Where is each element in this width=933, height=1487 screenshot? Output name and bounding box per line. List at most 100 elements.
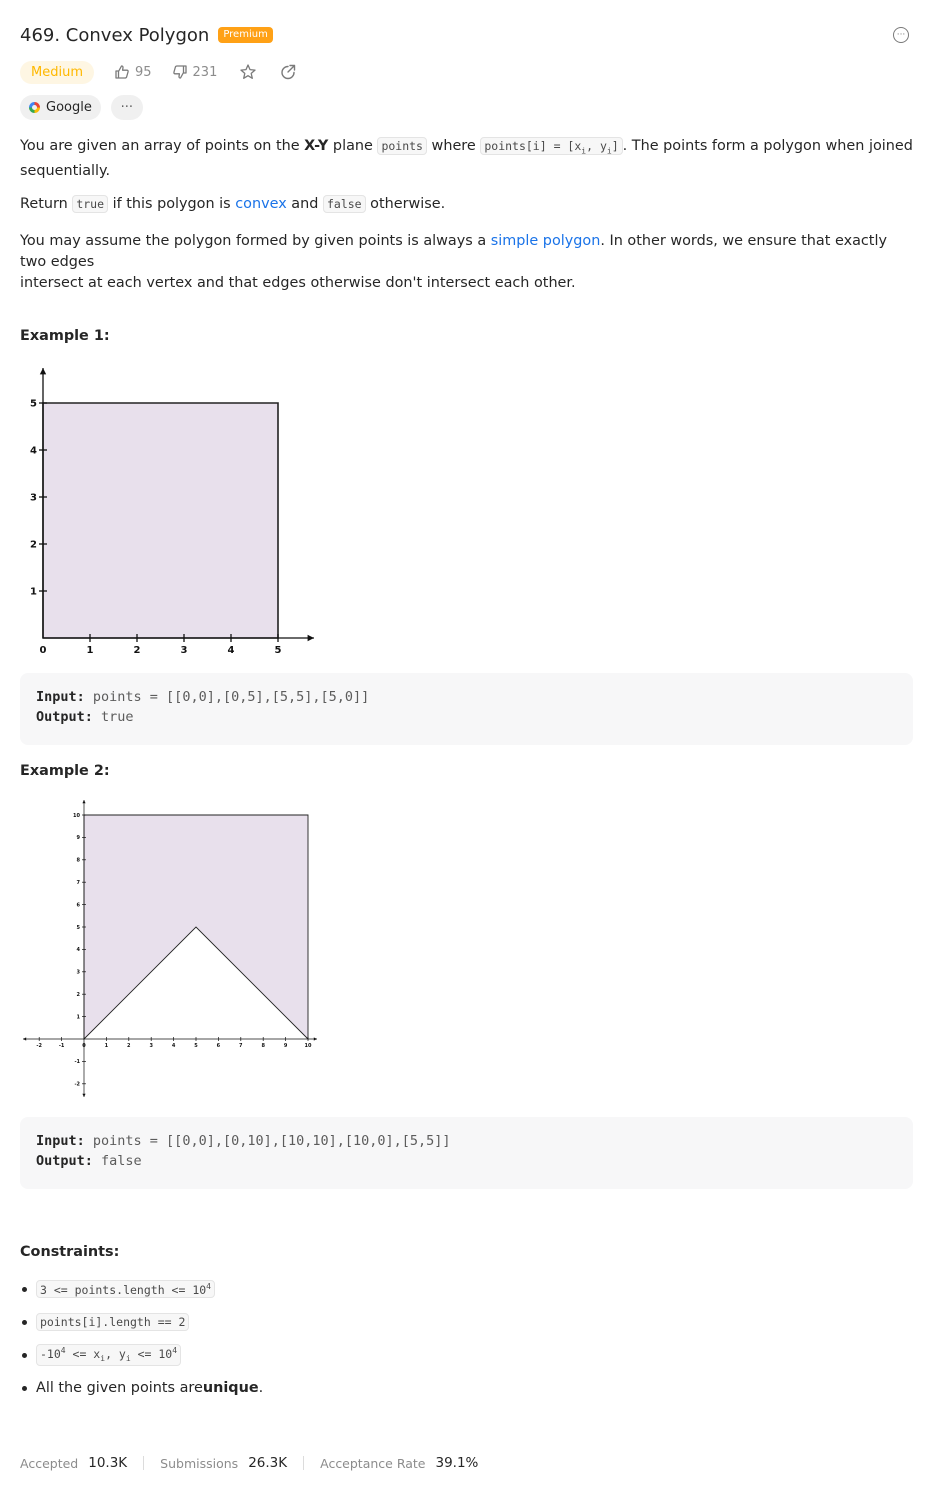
x-tick-label: -2 [36,1043,42,1049]
google-icon [29,102,40,113]
submissions-label: Submissions [160,1455,239,1471]
input-label: Input: [36,689,85,705]
acceptance-rate-label: Acceptance Rate [320,1455,426,1471]
divider [143,1456,145,1470]
difficulty-badge: Medium [20,60,94,84]
subscript: i [125,1354,131,1364]
y-tick-label: 7 [77,880,81,886]
y-tick-label: 3 [30,493,37,504]
x-tick-label: 6 [217,1043,221,1049]
favorite-button[interactable] [239,63,257,81]
code-part: 3 <= points.length <= 10 [40,1282,207,1297]
y-tick-label: 3 [77,970,81,976]
code-part: <= x [65,1347,101,1362]
bold-text: X-Y [304,138,329,154]
submission-stats: Accepted 10.3K Submissions 26.3K Accepta… [20,1452,478,1474]
subscript: i [606,146,612,156]
like-button[interactable]: 95 [114,64,152,80]
more-options-icon[interactable]: ··· [893,27,909,43]
x-tick-label: 10 [305,1043,312,1049]
y-tick-label: 2 [30,540,37,551]
x-tick-label: 4 [228,645,235,656]
example-1-box: Input: points = [[0,0],[0,5],[5,5],[5,0]… [20,673,913,745]
share-button[interactable] [279,63,297,81]
meta-row: Medium 95 231 [20,59,297,85]
output-value: false [92,1153,142,1169]
inline-code: true [72,195,109,213]
output-value: true [92,709,134,725]
example-2-output: Output: false [36,1153,142,1169]
example-1-input: Input: points = [[0,0],[0,5],[5,5],[5,0]… [36,689,369,705]
example-2-figure: -2 -1 0 1 2 3 4 5 6 7 8 9 10 -2 -1 1 2 3 4 5 6 7 8 9 10 [23,800,317,1097]
example-2-box: Input: points = [[0,0],[0,10],[10,10],[1… [20,1117,913,1189]
x-tick-label: 0 [40,645,47,656]
code-part: , y [586,139,607,153]
example-1-figure: 0 1 2 3 4 5 1 2 3 4 5 [30,368,314,656]
company-tag-google[interactable]: Google [20,95,101,120]
text: plane [328,138,378,154]
y-tick-label: 10 [73,813,80,819]
y-tick-label: 2 [77,992,81,998]
dislike-button[interactable]: 231 [172,64,218,80]
star-icon [240,64,257,79]
text: You are given an array of points on the [20,138,305,154]
inline-code: -104 <= xi, yi <= 104 [36,1344,182,1366]
x-axis-arrow [307,634,314,642]
polygon-shape [42,402,279,639]
x-tick-label: 3 [181,645,188,656]
code-part: <= 10 [130,1347,173,1362]
input-value: points = [[0,0],[0,10],[10,10],[10,0],[5… [84,1133,451,1149]
text: Return [20,196,73,212]
x-axis-arrow-left [23,1037,27,1041]
description-paragraph-3: You may assume the polygon formed by giv… [20,231,913,294]
x-tick-label: 7 [239,1043,243,1049]
code-part: , y [105,1347,126,1362]
constraint-item: All the given points are unique. [21,1377,264,1399]
text: if this polygon is [108,196,236,212]
x-tick-label: 5 [275,645,282,656]
dislike-count: 231 [192,64,218,80]
y-tick-label: 5 [30,399,37,410]
text: You may assume the polygon formed by giv… [20,233,491,249]
x-tick-label: 8 [261,1043,265,1049]
inline-code: points [377,137,427,155]
text: . The points form a polygon when joined [622,138,913,154]
constraints-heading: Constraints: [20,1244,120,1260]
output-label: Output: [36,709,93,725]
more-tags-button[interactable]: ··· [110,95,143,120]
subscript: i [581,146,587,156]
output-label: Output: [36,1153,93,1169]
convex-link[interactable]: convex [235,196,287,212]
x-tick-label: -1 [59,1043,65,1049]
input-label: Input: [36,1133,85,1149]
constraint-item: 3 <= points.length <= 104 [22,1278,215,1300]
y-axis-arrow-down [82,1093,86,1097]
example-1-output: Output: true [36,709,134,725]
x-tick-label: 5 [194,1043,198,1049]
y-tick-label: 8 [77,858,81,864]
text: and [286,196,323,212]
simple-polygon-link[interactable]: simple polygon [490,233,601,249]
text: intersect at each vertex and that edges … [20,275,576,291]
text: . In other words, we ensure that exactly… [20,233,887,270]
submissions-value: 26.3K [248,1455,288,1471]
text: . [258,1380,264,1396]
inline-code: false [322,195,366,213]
x-tick-label: 2 [134,645,141,656]
polygon-shape [83,814,309,1041]
premium-badge: Premium [218,27,273,43]
constraint-item: points[i].length == 2 [21,1311,190,1333]
inline-code: points[i].length == 2 [36,1313,190,1331]
text: All the given points are [36,1380,203,1396]
inline-code: 3 <= points.length <= 104 [36,1279,215,1299]
constraint-item: -104 <= xi, yi <= 104 [21,1344,182,1366]
y-tick-label: 5 [77,925,81,931]
description-paragraph-2: Return true if this polygon is convex an… [20,194,913,215]
code-part: ] [611,139,619,153]
example-1-heading: Example 1: [20,328,110,344]
superscript: 4 [172,1346,178,1356]
x-axis-arrow [313,1037,317,1041]
x-tick-label: 0 [82,1043,86,1049]
y-tick-label: 4 [30,446,37,457]
problem-title[interactable]: 469. Convex Polygon [20,24,210,46]
